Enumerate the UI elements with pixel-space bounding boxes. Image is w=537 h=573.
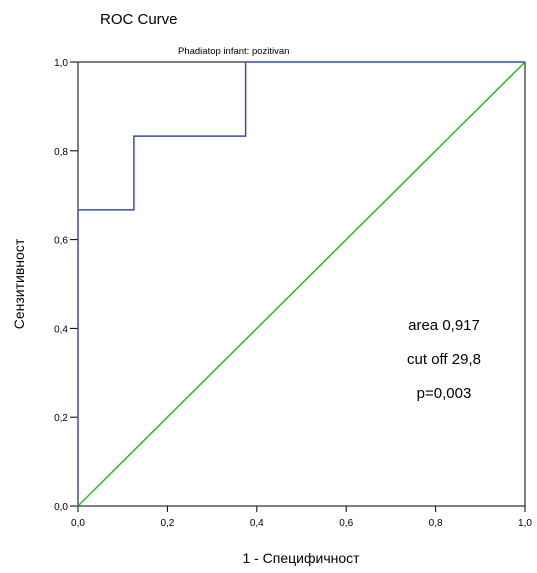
reference-diagonal-line bbox=[78, 62, 525, 506]
chart-title: ROC Curve bbox=[100, 11, 178, 28]
x-tick-label: 0,6 bbox=[339, 518, 353, 529]
y-axis-label: Сензитивност bbox=[11, 238, 27, 329]
series-layer bbox=[78, 62, 525, 506]
y-tick-label: 0,0 bbox=[54, 502, 68, 513]
x-axis-label: 1 - Специфичност bbox=[242, 550, 360, 566]
y-tick-label: 0,2 bbox=[54, 413, 68, 424]
x-tick-label: 1,0 bbox=[518, 518, 532, 529]
y-tick-label: 0,6 bbox=[54, 236, 68, 247]
y-tick-label: 0,8 bbox=[54, 147, 68, 158]
y-axis-ticks: 0,0 0,2 0,4 0,6 0,8 1,0 bbox=[54, 58, 78, 513]
annotation-area: area 0,917 bbox=[408, 317, 480, 334]
x-tick-label: 0,4 bbox=[250, 518, 264, 529]
y-tick-label: 1,0 bbox=[54, 58, 68, 69]
chart-subtitle: Phadiatop infant: pozitivan bbox=[178, 46, 289, 57]
x-tick-label: 0,8 bbox=[429, 518, 443, 529]
annotation-p-value: p=0,003 bbox=[417, 385, 472, 402]
annotation-cutoff: cut off 29,8 bbox=[407, 351, 481, 368]
x-tick-label: 0,2 bbox=[160, 518, 174, 529]
y-tick-label: 0,4 bbox=[54, 324, 68, 335]
x-axis-ticks: 0,0 0,2 0,4 0,6 0,8 1,0 bbox=[71, 506, 532, 529]
x-tick-label: 0,0 bbox=[71, 518, 85, 529]
